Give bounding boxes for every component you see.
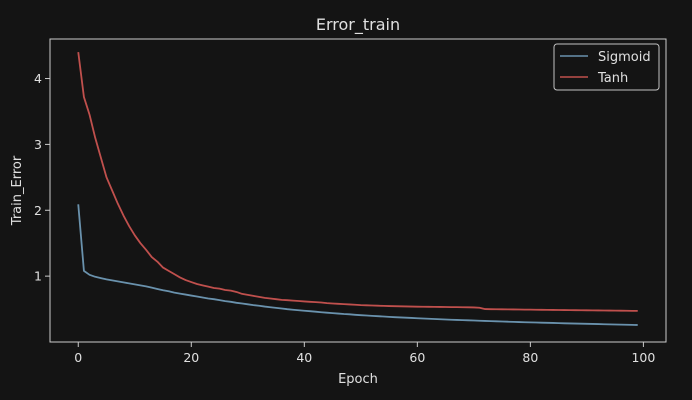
- series-line-tanh: [77, 52, 638, 312]
- chart-title: Error_train: [316, 15, 400, 35]
- y-axis-label: Train_Error: [10, 155, 25, 226]
- y-axis: 1 2 3 4: [34, 71, 50, 284]
- legend-label-tanh: Tanh: [597, 71, 628, 86]
- series-line-sigmoid: [77, 204, 638, 326]
- legend-label-sigmoid: Sigmoid: [598, 50, 651, 65]
- y-tick-label: 2: [34, 203, 42, 218]
- x-axis-label: Epoch: [338, 372, 378, 387]
- series-lines: [77, 52, 638, 326]
- legend: Sigmoid Tanh: [553, 43, 660, 91]
- plot-frame: [49, 38, 667, 343]
- y-tick-label: 1: [34, 269, 42, 284]
- x-axis: 0 20 40 60 80 100: [74, 342, 655, 365]
- x-tick-label: 60: [409, 350, 425, 365]
- x-tick-label: 40: [296, 350, 312, 365]
- x-tick-label: 0: [74, 350, 82, 365]
- x-tick-label: 100: [631, 350, 655, 365]
- x-tick-label: 20: [183, 350, 199, 365]
- x-tick-label: 80: [522, 350, 538, 365]
- y-tick-label: 3: [34, 137, 42, 152]
- y-tick-label: 4: [34, 71, 42, 86]
